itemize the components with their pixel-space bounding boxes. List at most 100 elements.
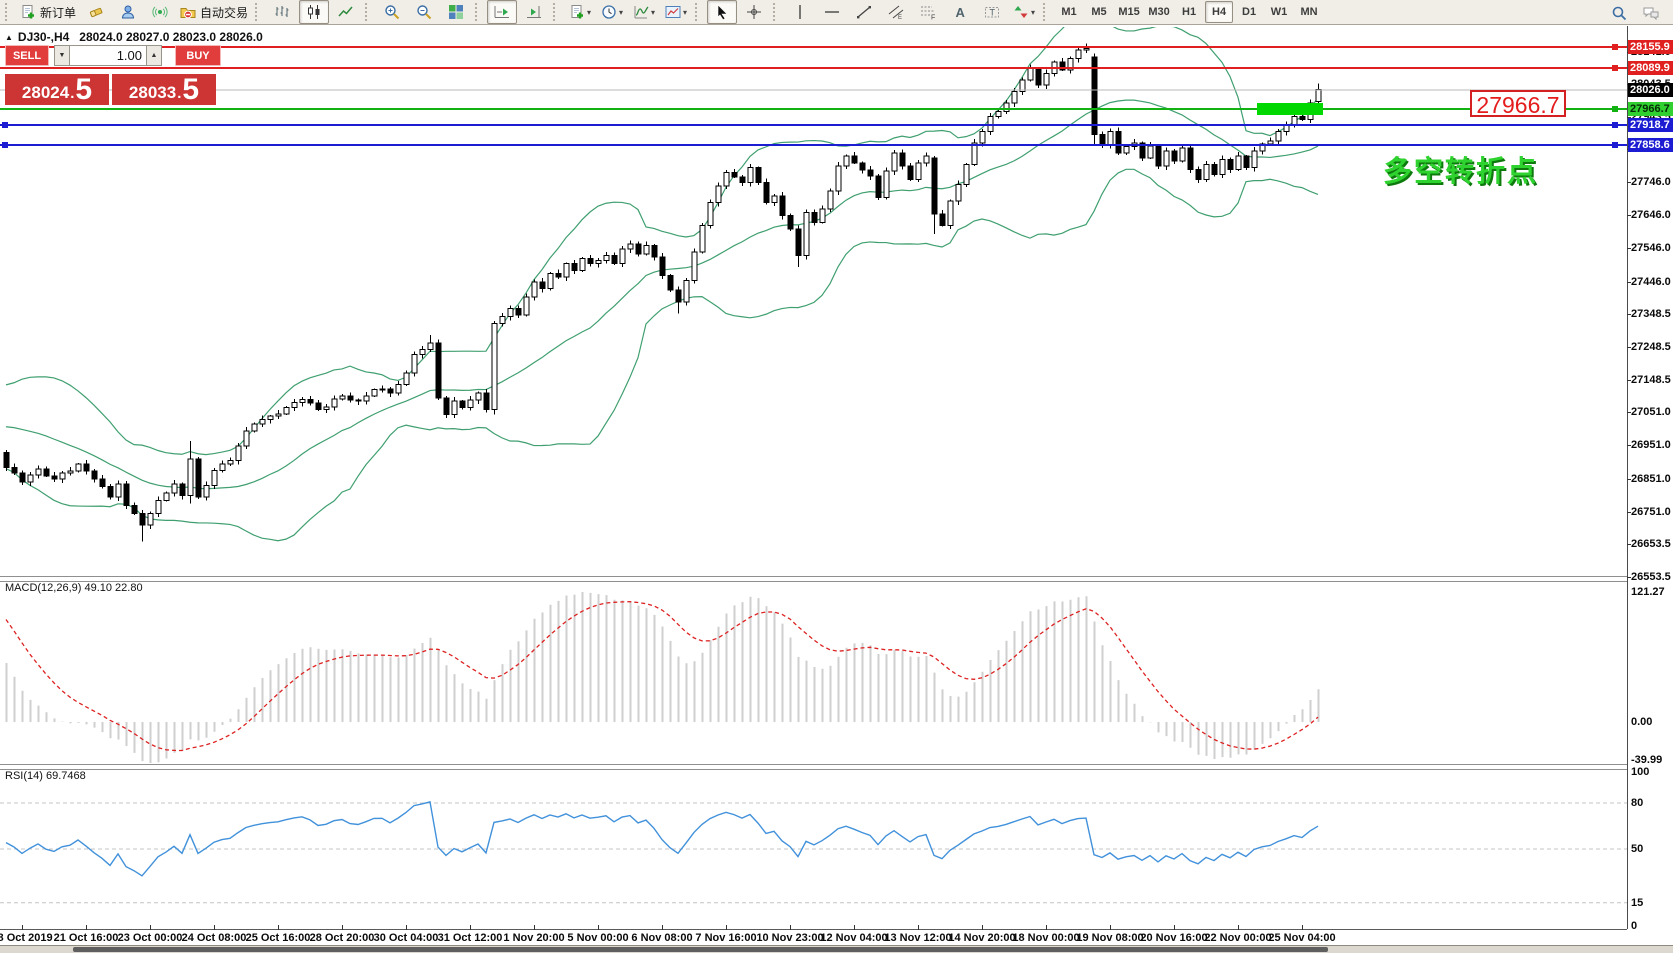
button-label: M30 [1148,6,1170,18]
chevron-down-icon[interactable]: ▾ [651,7,656,17]
eraser-icon [88,4,104,20]
toolbar-text-button[interactable]: A [945,0,975,24]
toolbar-chart-shift-button[interactable] [519,0,549,24]
shift-icon [526,4,542,20]
channel-icon: E [888,4,904,20]
toolbar-horizontal-line-button[interactable] [817,0,847,24]
price-axis-label: 27446.0 [1631,275,1671,288]
time-axis-label: 7 Nov 16:00 [695,932,757,944]
toolbar-profile-button[interactable] [113,0,143,24]
pane-separator[interactable] [0,576,1627,582]
timeframe-tf-d1-button[interactable]: D1 [1235,1,1263,23]
toolbar-search-button[interactable] [1604,1,1634,25]
timeframe-tf-w1-button[interactable]: W1 [1265,1,1293,23]
buy-price-int: 28033 [128,83,177,102]
toolbar-templates-button[interactable]: ▾ [661,0,691,24]
price-axis-tick [1627,215,1631,216]
svg-text:E: E [898,15,902,20]
price-axis-tick [1627,314,1631,315]
rsi-pane [0,801,1627,904]
candles-icon [306,4,322,20]
sell-price-display[interactable]: 28024. 5 [5,74,109,105]
volume-increase-button[interactable]: ▲ [146,45,162,66]
toolbar-group [266,0,362,25]
toolbar-grip [475,3,482,21]
autotrade-icon [180,4,196,20]
time-axis-label: 19 Nov 08:00 [1076,932,1144,944]
timeframe-tf-m30-button[interactable]: M30 [1145,1,1173,23]
toolbar-group [486,0,550,25]
time-axis-tick [214,925,215,930]
scrollbar-thumb[interactable] [73,947,1328,952]
chat-icon [1643,5,1659,21]
toolbar-periods-button[interactable]: ▾ [597,0,627,24]
collapse-panel-icon[interactable]: ▲ [5,33,13,42]
button-label: H4 [1212,6,1227,18]
toolbar-candlestick-mode-button[interactable] [299,0,330,24]
toolbar-chat-button[interactable] [1636,1,1666,25]
textA-icon: A [952,4,968,20]
chevron-down-icon[interactable]: ▾ [1031,7,1036,17]
toolbar-line-chart-mode-button[interactable] [331,0,361,24]
toolbar-new-chart-button[interactable]: ▾ [565,0,595,24]
toolbar-auto-scroll-button[interactable] [487,0,518,24]
toolbar-cursor-button[interactable] [707,0,738,24]
svg-text:F: F [931,15,935,21]
toolbar-right-group [1603,1,1667,25]
volume-stepper: ▼ ▲ [54,45,170,66]
toolbar-vertical-line-button[interactable] [785,0,815,24]
price-badge-green: 27966.7 [1628,102,1673,116]
time-axis-tick [854,925,855,930]
price-callout-label[interactable]: 27966.7 [1470,90,1566,118]
pane-separator[interactable] [0,764,1627,770]
buy-button[interactable]: BUY [175,45,221,66]
price-axis-label: 27148.5 [1631,374,1671,387]
symbol-title: DJ30-,H4 [17,30,70,44]
toolbar-fibonacci-button[interactable]: F [913,0,943,24]
button-label: 自动交易 [200,5,249,20]
time-axis-label: 23 Oct 00:00 [117,932,183,944]
toolbar-equidistant-channel-button[interactable]: E [881,0,911,24]
timeframe-tf-h1-button[interactable]: H1 [1175,1,1203,23]
toolbar-zoom-in-button[interactable] [377,0,407,24]
price-axis-label: 27546.0 [1631,242,1671,255]
timeframe-tf-m5-button[interactable]: M5 [1085,1,1113,23]
toolbar-tile-windows-button[interactable] [441,0,471,24]
time-axis-tick [1046,925,1047,930]
toolbar-crosshair-button[interactable] [739,0,769,24]
price-axis-label: 26653.5 [1631,537,1671,550]
toolbar-indicators-button[interactable]: ▾ [629,0,659,24]
timeframe-tf-m15-button[interactable]: M15 [1115,1,1143,23]
time-axis-tick [918,925,919,930]
time-axis-tick [278,925,279,930]
window-border [0,945,1673,946]
chevron-down-icon[interactable]: ▾ [619,7,624,17]
toolbar-bar-chart-mode-button[interactable] [267,0,297,24]
volume-decrease-button[interactable]: ▼ [54,45,70,66]
toolbar-group: E F A T ▾ [784,0,1040,25]
chevron-down-icon[interactable]: ▾ [587,7,592,17]
toolbar-community-signal-button[interactable] [145,0,175,24]
price-axis-tick [1627,577,1631,578]
annotation-text[interactable]: 多空转折点 [1383,156,1539,188]
toolbar-new-order-button[interactable]: 新订单 [17,0,79,24]
toolbar-text-label-button[interactable]: T [977,0,1007,24]
timeframe-tf-mn-button[interactable]: MN [1295,1,1323,23]
toolbar-arrow-objects-button[interactable]: ▾ [1009,0,1039,24]
toolbar-auto-trading-button[interactable]: 自动交易 [177,0,251,24]
toolbar-eraser-button[interactable] [81,0,111,24]
buy-price-display[interactable]: 28033. 5 [112,74,216,105]
timeframe-tf-m1-button[interactable]: M1 [1055,1,1083,23]
chevron-down-icon[interactable]: ▾ [683,7,688,17]
rsi-label: RSI(14) 69.7468 [5,770,86,782]
time-axis-tick [150,925,151,930]
rsi-axis-label: 50 [1631,843,1644,855]
sell-button[interactable]: SELL [5,45,49,66]
timeframe-tf-h4-button[interactable]: H4 [1205,1,1234,23]
buy-price-frac: 5 [182,73,200,106]
price-axis-tick [1627,479,1631,480]
toolbar-zoom-out-button[interactable] [409,0,439,24]
macd-axis-label: -39.99 [1631,754,1663,766]
toolbar-trendline-button[interactable] [849,0,879,24]
volume-input[interactable] [70,45,146,66]
